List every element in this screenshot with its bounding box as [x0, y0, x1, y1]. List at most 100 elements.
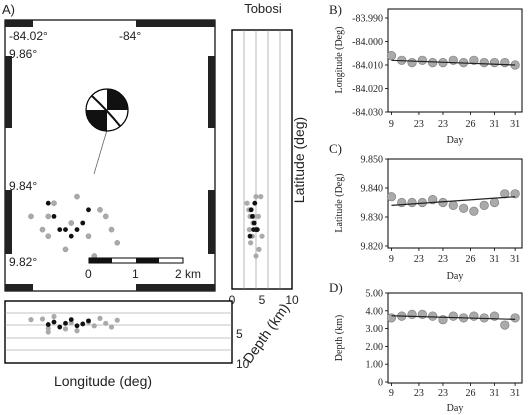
focal-mechanism-icon	[85, 88, 129, 132]
map-event-marker	[86, 207, 91, 213]
map-event-marker	[74, 227, 80, 233]
bottom-section-events	[28, 313, 120, 335]
bottom-section-frame	[4, 300, 233, 364]
x-tick-label: 9	[389, 388, 394, 399]
bottom-section-xlabel: Longitude (deg)	[54, 373, 152, 389]
lat-tick-label: 9.82°	[9, 255, 37, 269]
bottom-section-event	[86, 318, 91, 324]
x-tick-label: 31	[510, 119, 520, 130]
x-tick-label: 26	[465, 119, 475, 130]
data-point	[428, 311, 438, 321]
side-section-gridlines	[243, 30, 281, 289]
data-point	[469, 55, 479, 65]
data-point	[479, 58, 489, 68]
map-event-marker	[74, 193, 80, 200]
bottom-section-event	[74, 323, 80, 329]
data-point	[397, 197, 407, 208]
panel-b-xlabel: Day	[447, 135, 464, 146]
bottom-section-event	[97, 315, 103, 321]
x-tick-label: 23	[438, 119, 448, 130]
map-border-block	[5, 190, 12, 254]
x-tick-label: 23	[438, 388, 448, 399]
panel-b: B) -83.990 -84.000 -84.010 -84.020 -84.030 9 2…	[329, 2, 523, 146]
trend-line	[391, 59, 516, 66]
y-tick-label: -84.030	[352, 108, 383, 119]
x-tick-label: 23	[438, 254, 448, 265]
data-point	[448, 311, 458, 321]
x-tick-label: 26	[465, 388, 475, 399]
bottom-section-gridlines	[5, 312, 232, 351]
panel-label-a: A)	[2, 2, 15, 17]
panel-d-frame	[387, 292, 523, 384]
lat-tick-label: 9.86°	[9, 47, 37, 61]
trend-line	[391, 315, 516, 320]
y-tick-label: 2.00	[366, 342, 384, 353]
data-point	[407, 197, 417, 208]
y-tick-label: 9.820	[361, 242, 384, 253]
map-border-block	[5, 284, 33, 291]
y-tick-label: 9.840	[361, 184, 384, 195]
side-section-ylabel: Latitude (deg)	[291, 117, 307, 203]
y-tick-label: -84.010	[352, 61, 383, 72]
panel-c-ylabel: Latitude (Deg)	[334, 173, 345, 232]
beachball-leader-line	[93, 129, 108, 175]
bottom-section-event	[74, 328, 80, 334]
x-tick-label: 23	[414, 388, 424, 399]
panel-c-plot: 9.850 9.840 9.830 9.820 9 23 23 26 31 31	[361, 155, 521, 266]
data-point	[386, 50, 397, 61]
x-tick-label: 31	[490, 388, 500, 399]
side-section-event	[251, 220, 257, 226]
data-point	[417, 309, 427, 319]
panel-label-b: B)	[329, 2, 342, 17]
y-tick-label: 3.00	[366, 324, 384, 335]
x-tick-label: 31	[490, 254, 500, 265]
panel-label-c: C)	[329, 141, 342, 156]
x-tick-label: 26	[465, 254, 475, 265]
side-section-event	[252, 200, 258, 206]
panel-c-xlabel: Day	[447, 271, 464, 282]
map-event-marker	[39, 226, 46, 233]
data-point	[407, 309, 417, 319]
x-tick-label: 31	[490, 119, 500, 130]
station-label: Tobosi	[244, 1, 282, 16]
map-border-block	[136, 284, 215, 291]
bottom-section-event	[45, 325, 51, 331]
y-tick-label: 9.850	[361, 155, 384, 166]
map-event-marker	[45, 233, 52, 239]
data-point	[417, 55, 427, 65]
data-point	[458, 203, 469, 213]
map-frame	[4, 19, 216, 292]
panel-d-ylabel: Depth (km)	[334, 315, 345, 361]
map-event-marker	[28, 213, 34, 220]
data-point	[479, 200, 489, 210]
depth-tick-label: 5	[236, 327, 243, 341]
map-events	[28, 193, 121, 259]
bottom-section-event	[45, 322, 51, 327]
trend-line	[391, 196, 516, 206]
bottom-section-event	[108, 324, 115, 330]
map-event-marker	[68, 233, 74, 239]
scale-bar-label: 2 km	[175, 267, 201, 281]
data-point	[386, 313, 397, 323]
side-section-event	[246, 227, 252, 233]
map-border-block	[208, 56, 215, 128]
panel-c: C) 9.850 9.840 9.830 9.820 9 23 23 26 31 31 Latit…	[329, 141, 523, 282]
depth-tick-label: 10	[236, 357, 250, 371]
side-section-event	[253, 227, 259, 233]
side-section-event	[248, 240, 254, 246]
side-section-event	[253, 194, 259, 200]
bottom-section-event	[39, 316, 46, 322]
map-event-marker	[51, 200, 57, 206]
map-event-marker	[45, 213, 52, 220]
map-event-marker	[80, 220, 86, 226]
data-point	[386, 192, 397, 202]
bottom-section-event	[51, 313, 57, 320]
y-tick-label: 0	[378, 378, 383, 389]
y-tick-label: -83.990	[352, 14, 383, 25]
side-section-events	[244, 194, 265, 259]
scale-bar-label: 0	[85, 267, 92, 281]
bottom-section-event	[28, 317, 34, 323]
side-section-event	[253, 253, 259, 259]
panel-d-plot: 5.00 4.00 3.00 2.00 1.00 09 23 23 26 31 31	[366, 289, 521, 400]
